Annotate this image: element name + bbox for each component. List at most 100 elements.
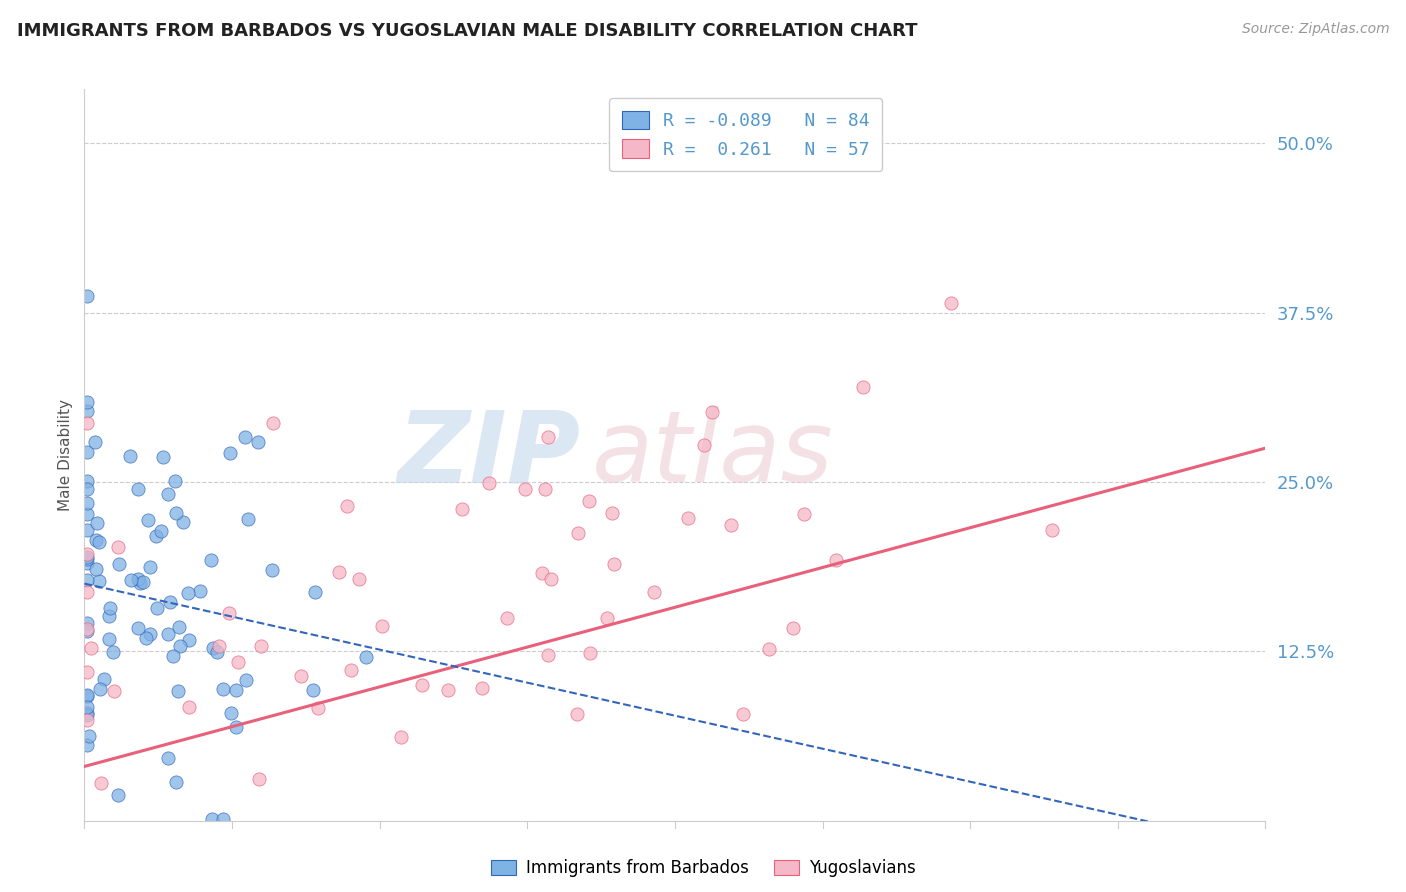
Point	[411, 678, 433, 692]
Point	[212, 681, 235, 696]
Point	[218, 606, 240, 620]
Point	[1040, 523, 1063, 537]
Point	[76, 622, 98, 636]
Point	[76, 585, 98, 599]
Point	[436, 682, 458, 697]
Point	[139, 626, 162, 640]
Point	[76, 404, 98, 418]
Point	[139, 559, 162, 574]
Point	[84, 533, 107, 547]
Point	[76, 523, 98, 537]
Point	[600, 506, 623, 520]
Point	[76, 689, 98, 703]
Point	[157, 486, 180, 500]
Point	[76, 482, 98, 496]
Point	[177, 632, 200, 647]
Point	[167, 620, 190, 634]
Point	[219, 706, 242, 720]
Point	[496, 611, 519, 625]
Point	[127, 482, 149, 496]
Point	[136, 513, 159, 527]
Point	[247, 435, 270, 450]
Point	[235, 673, 257, 687]
Point	[76, 556, 98, 570]
Point	[540, 572, 562, 586]
Point	[596, 611, 619, 625]
Point	[90, 775, 112, 789]
Point	[76, 706, 98, 720]
Point	[120, 574, 142, 588]
Point	[76, 665, 98, 679]
Point	[262, 563, 284, 577]
Point	[127, 621, 149, 635]
Point	[107, 541, 129, 555]
Point	[851, 380, 873, 394]
Text: IMMIGRANTS FROM BARBADOS VS YUGOSLAVIAN MALE DISABILITY CORRELATION CHART: IMMIGRANTS FROM BARBADOS VS YUGOSLAVIAN …	[17, 22, 917, 40]
Point	[450, 501, 472, 516]
Point	[93, 672, 115, 686]
Point	[188, 583, 211, 598]
Point	[233, 430, 256, 444]
Point	[103, 684, 125, 698]
Point	[76, 707, 98, 722]
Point	[676, 511, 699, 525]
Point	[471, 681, 494, 696]
Point	[825, 552, 848, 566]
Point	[167, 683, 190, 698]
Point	[290, 669, 312, 683]
Point	[225, 683, 247, 698]
Point	[76, 615, 98, 630]
Legend: Immigrants from Barbados, Yugoslavians: Immigrants from Barbados, Yugoslavians	[484, 853, 922, 884]
Point	[302, 682, 325, 697]
Point	[107, 788, 129, 802]
Point	[86, 516, 108, 530]
Point	[76, 445, 98, 459]
Point	[156, 627, 179, 641]
Point	[782, 621, 804, 635]
Point	[226, 655, 249, 669]
Point	[84, 562, 107, 576]
Legend: R = -0.089   N = 84, R =  0.261   N = 57: R = -0.089 N = 84, R = 0.261 N = 57	[609, 98, 883, 171]
Point	[720, 517, 742, 532]
Point	[145, 529, 167, 543]
Point	[643, 585, 665, 599]
Point	[97, 609, 120, 624]
Point	[247, 772, 270, 786]
Point	[76, 699, 98, 714]
Point	[76, 713, 98, 727]
Point	[76, 738, 98, 752]
Point	[76, 552, 98, 566]
Point	[534, 482, 557, 496]
Point	[165, 774, 187, 789]
Point	[76, 689, 98, 703]
Point	[108, 557, 131, 571]
Text: atlas: atlas	[592, 407, 834, 503]
Point	[349, 572, 371, 586]
Point	[370, 618, 392, 632]
Point	[793, 507, 815, 521]
Point	[145, 600, 167, 615]
Point	[567, 525, 589, 540]
Point	[179, 700, 201, 714]
Point	[76, 624, 98, 639]
Point	[578, 494, 600, 508]
Text: Source: ZipAtlas.com: Source: ZipAtlas.com	[1241, 22, 1389, 37]
Point	[159, 595, 181, 609]
Point	[162, 648, 184, 663]
Point	[208, 639, 231, 653]
Point	[83, 434, 105, 449]
Point	[129, 576, 152, 591]
Point	[152, 450, 174, 464]
Point	[177, 586, 200, 600]
Point	[205, 645, 228, 659]
Point	[103, 645, 125, 659]
Point	[336, 499, 359, 513]
Point	[218, 445, 240, 459]
Point	[702, 405, 724, 419]
Point	[76, 507, 98, 521]
Point	[304, 584, 326, 599]
Point	[76, 394, 98, 409]
Point	[79, 729, 101, 743]
Point	[87, 534, 110, 549]
Text: ZIP: ZIP	[398, 407, 581, 503]
